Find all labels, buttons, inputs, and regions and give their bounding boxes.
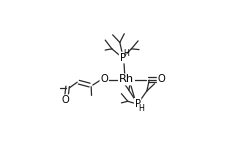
- Text: P: P: [134, 99, 140, 109]
- Text: P: P: [119, 53, 125, 62]
- Text: O: O: [157, 75, 165, 84]
- Text: H: H: [138, 104, 143, 113]
- Text: H: H: [123, 49, 129, 58]
- Text: O: O: [62, 95, 69, 105]
- Text: Rh: Rh: [118, 75, 134, 84]
- Text: O: O: [100, 75, 108, 84]
